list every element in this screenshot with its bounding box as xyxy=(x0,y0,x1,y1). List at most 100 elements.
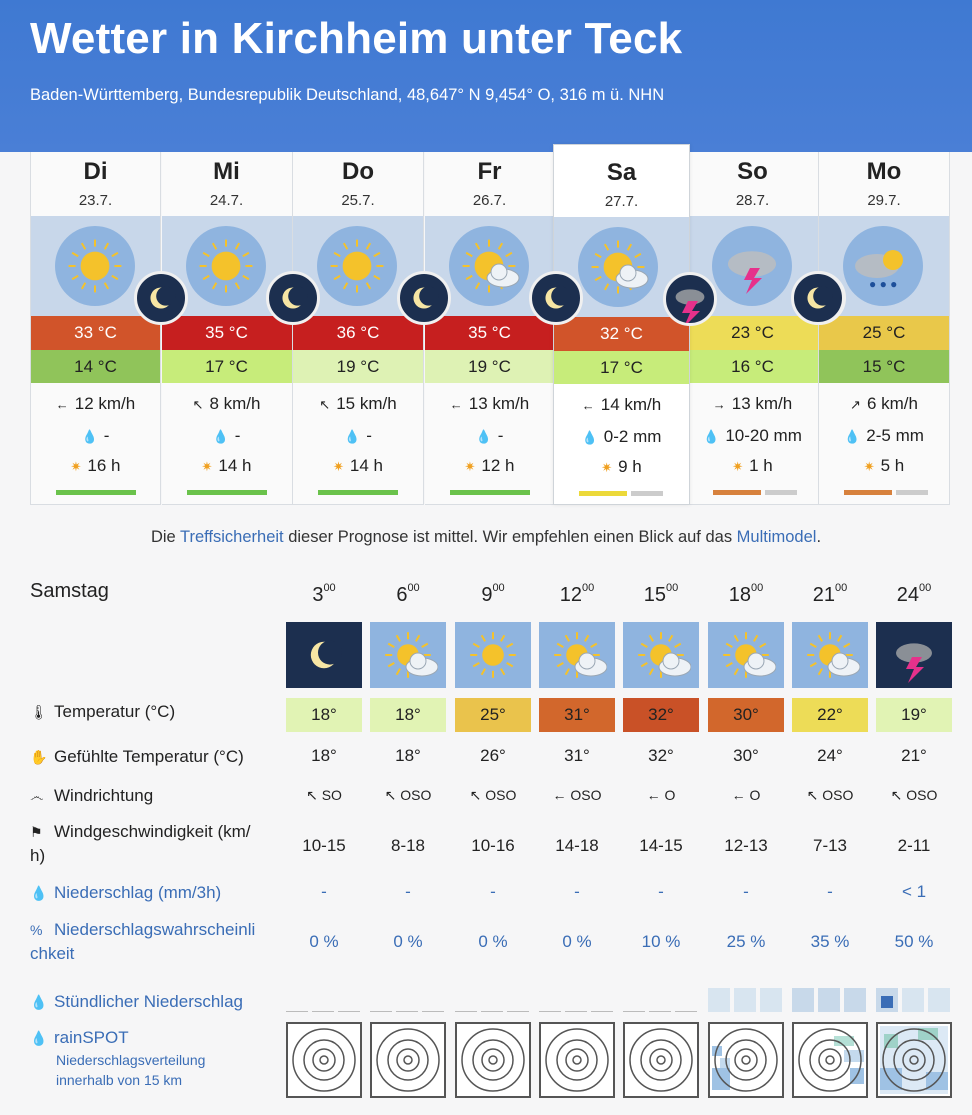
hour-precip: - xyxy=(574,882,580,901)
sun-hours-value: 14 h xyxy=(349,456,383,475)
thunderstorm-icon xyxy=(711,226,792,306)
rainspot-grid[interactable] xyxy=(792,1022,868,1098)
sun-icon: ✷ xyxy=(333,459,344,474)
rainspot-grid[interactable] xyxy=(876,1022,952,1098)
precip-label-text: Niederschlag (mm/3h) xyxy=(54,883,222,902)
drop-icon: 💧 xyxy=(844,429,861,444)
hour-wind-speed: 10-15 xyxy=(302,836,346,855)
wind-dir-value: SO xyxy=(321,787,342,803)
sun-icon: ✷ xyxy=(863,459,875,474)
hour-wind-speed: 8-18 xyxy=(390,836,426,855)
sun-hours: ✷ 14 h xyxy=(162,456,292,476)
hourly-precip-bar xyxy=(507,988,529,1012)
hour-label: 900 xyxy=(455,582,531,607)
minute-value: 00 xyxy=(407,582,420,594)
minute-value: 00 xyxy=(582,582,595,594)
day-column[interactable]: Do 25.7. 36 °C 19 °C ↖ 15 km/h 💧 - ✷ 14 h xyxy=(293,152,451,505)
moon-cloud-icon xyxy=(528,271,583,325)
rainspot-grid[interactable] xyxy=(623,1022,699,1098)
hour-precip: - xyxy=(405,882,411,901)
wind-value: 13 km/h xyxy=(731,394,793,413)
wind-speed: ← 12 km/h xyxy=(31,394,160,414)
rain-value: - xyxy=(366,426,372,445)
minute-value: 00 xyxy=(666,582,679,594)
wind-speed: ← 13 km/h xyxy=(425,394,555,414)
accuracy-text-1: Die xyxy=(150,528,180,546)
max-temp: 35 °C xyxy=(424,316,555,350)
day-column[interactable]: Di 23.7. 33 °C 14 °C ← 12 km/h 💧 - ✷ 16 h xyxy=(30,152,188,505)
thermometer-icon: 🌡 xyxy=(30,704,48,720)
precip-prob-text-2: chkeit xyxy=(30,944,75,963)
hourly-precip-bar xyxy=(591,988,613,1012)
hour-temp: 31° xyxy=(539,698,615,732)
rain-value: 0-2 mm xyxy=(603,427,662,446)
day-name: Mo xyxy=(866,158,902,185)
hand-icon: ✋ xyxy=(30,749,48,765)
day-column[interactable]: Fr 26.7. 35 °C 19 °C ← 13 km/h 💧 - ✷ 12 h xyxy=(424,152,583,505)
sun-cloud-icon xyxy=(578,227,658,307)
hour-wind-direction: ↖ OSO xyxy=(876,787,952,804)
accuracy-bar-empty xyxy=(896,490,928,495)
day-column[interactable]: Sa 27.7. 32 °C 17 °C ← 14 km/h 💧 0-2 mm ✷ 9 h xyxy=(553,144,717,505)
max-temp: 35 °C xyxy=(161,316,292,350)
hour-value: 15 xyxy=(643,584,666,606)
day-column[interactable]: So 28.7. 23 °C 16 °C → 13 km/h 💧 10-20 mm ✷ 1 h xyxy=(687,152,846,505)
wind-arrow-icon: ↖ xyxy=(890,787,903,803)
hour-label: 1800 xyxy=(708,582,784,607)
hour-feels-temp: 26° xyxy=(480,746,506,765)
day-column[interactable]: Mi 24.7. 35 °C 17 °C ↖ 8 km/h 💧 - ✷ 14 h xyxy=(161,152,320,505)
sun-hours: ✷ 9 h xyxy=(554,457,689,477)
hour-value: 24 xyxy=(896,584,919,606)
moon-icon xyxy=(265,271,320,325)
sun-icon: ✷ xyxy=(464,459,476,474)
rainspot-grid[interactable] xyxy=(539,1022,615,1098)
wind-arrow-icon: ↖ xyxy=(319,397,331,412)
winddir-label-text: Windrichtung xyxy=(54,786,154,805)
wind-arrow-icon: ← xyxy=(449,397,463,412)
hour-wind-speed: 12-13 xyxy=(724,836,768,855)
weather-icon-band: ● ● ● xyxy=(791,216,949,325)
wind-arrow-icon: ← xyxy=(731,787,746,803)
hour-label: 1500 xyxy=(623,582,699,607)
hour-wind-speed: 14-15 xyxy=(639,836,683,855)
hour-feels-temp: 24° xyxy=(817,746,843,765)
rainspot-grid[interactable] xyxy=(455,1022,531,1098)
hour-label: 2100 xyxy=(792,582,868,607)
sun-icon xyxy=(317,226,397,306)
day-date: 24.7. xyxy=(209,192,244,209)
day-name: Mi xyxy=(213,158,240,185)
precip-prob-label[interactable]: % Niederschlagswahrscheinli chkeit xyxy=(30,918,255,966)
rainspot-label[interactable]: 💧 rainSPOT xyxy=(30,1026,129,1050)
day-column[interactable]: Mo 29.7. ● ● ● 25 °C 15 °C ↗ 6 km/h 💧 2-5 mm ✷ 5 h xyxy=(791,152,950,505)
accuracy-link[interactable]: Treffsicherheit xyxy=(180,528,284,546)
rainspot-grid[interactable] xyxy=(708,1022,784,1098)
hour-label: 300 xyxy=(286,582,362,607)
precipitation: 💧 - xyxy=(31,426,160,446)
day-name: Di xyxy=(83,158,108,185)
wind-speed: ← 14 km/h xyxy=(554,395,689,415)
hourly-precip-label[interactable]: 💧 Stündlicher Niederschlag xyxy=(30,990,243,1014)
hour-precip: - xyxy=(658,882,664,901)
moon-icon xyxy=(134,271,188,325)
temperature-label-text: Temperatur (°C) xyxy=(54,702,176,721)
hour-precip-prob: 0 % xyxy=(393,932,423,951)
min-temp: 19 °C xyxy=(424,350,555,383)
wind-arrow-icon: ↖ xyxy=(192,397,204,412)
hourly-precip-bar xyxy=(455,988,477,1012)
precipitation: 💧 0-2 mm xyxy=(554,427,689,447)
sun-cloud-wind-icon xyxy=(623,622,699,688)
wind-dir-value: OSO xyxy=(570,787,602,803)
sun-hours: ✷ 16 h xyxy=(31,456,160,476)
accuracy-note: Die Treffsicherheit dieser Prognose ist … xyxy=(0,528,972,547)
rainspot-grid[interactable] xyxy=(370,1022,446,1098)
hourly-precip-label-text: Stündlicher Niederschlag xyxy=(54,992,243,1011)
sun-hours: ✷ 12 h xyxy=(425,456,555,476)
hour-value: 3 xyxy=(312,584,324,606)
rainspot-grid[interactable] xyxy=(286,1022,362,1098)
drop-icon: 💧 xyxy=(212,429,229,444)
rainspot-sub: Niederschlagsverteilung innerhalb von 15 … xyxy=(56,1050,205,1090)
precip-label[interactable]: 💧 Niederschlag (mm/3h) xyxy=(30,881,221,905)
multimodel-link[interactable]: Multimodel xyxy=(736,528,817,546)
thunder-night-icon xyxy=(663,272,717,327)
accuracy-bar xyxy=(318,490,398,495)
